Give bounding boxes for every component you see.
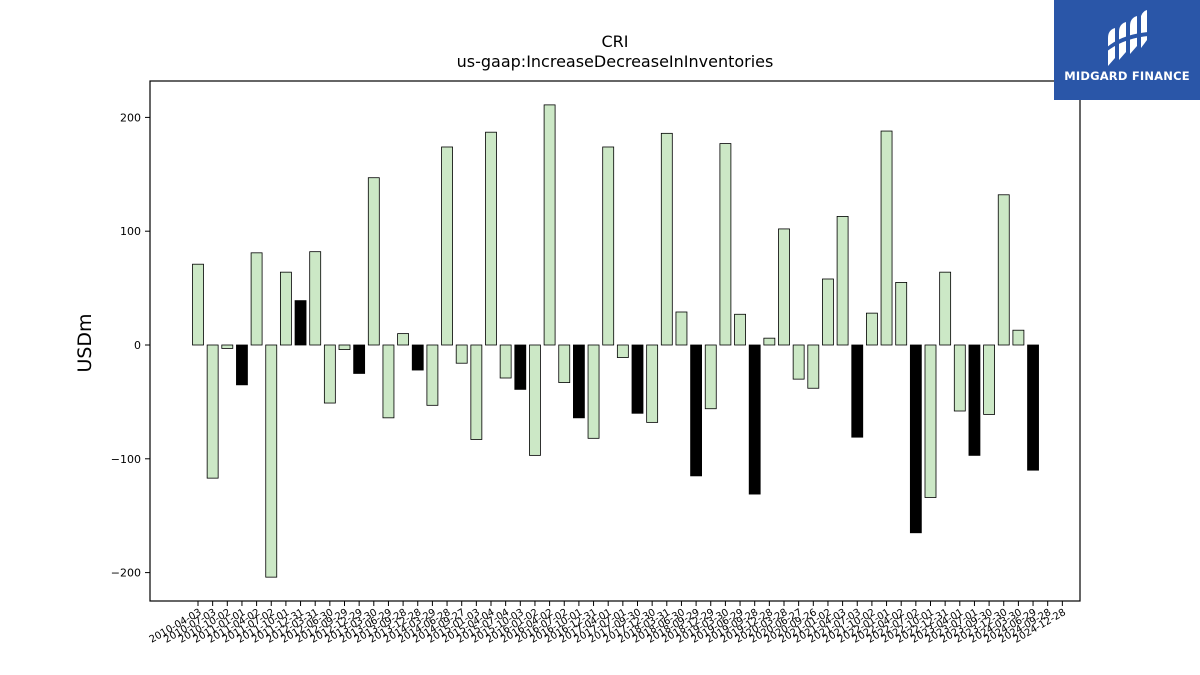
bar	[866, 312, 878, 346]
bar	[909, 344, 922, 534]
bar	[719, 143, 732, 346]
bar	[250, 252, 263, 346]
bar	[1027, 344, 1039, 471]
midgard-m-logo-icon	[1106, 10, 1149, 66]
bar	[734, 313, 746, 346]
chart-subtitle: us-gaap:IncreaseDecreaseInInventories	[456, 52, 774, 71]
bar	[294, 300, 307, 346]
bar	[455, 344, 468, 364]
bar	[631, 344, 644, 414]
bar	[763, 337, 776, 346]
bar	[353, 344, 366, 374]
y-axis-label: USDm	[74, 313, 96, 372]
bar	[895, 282, 908, 346]
brand-logo: MIDGARD FINANCE	[1054, 0, 1200, 100]
bar	[807, 344, 820, 389]
bar	[851, 344, 864, 438]
y-tick-label: −100	[111, 453, 141, 466]
bar	[690, 344, 702, 477]
bar	[367, 177, 380, 346]
bar	[558, 344, 571, 383]
bar	[279, 271, 292, 346]
y-tick-label: −200	[111, 567, 141, 580]
bar	[382, 344, 395, 419]
bar	[939, 271, 952, 346]
bar	[953, 344, 966, 412]
bar	[646, 344, 659, 423]
bar	[411, 344, 424, 371]
bar	[616, 344, 629, 358]
bar	[997, 194, 1010, 346]
bar	[543, 104, 556, 346]
bar	[924, 344, 937, 498]
bar	[704, 344, 717, 410]
y-tick-label: 100	[120, 225, 141, 238]
bar	[221, 344, 234, 349]
brand-name: MIDGARD FINANCE	[1064, 69, 1190, 83]
bar	[265, 344, 278, 578]
bar	[309, 251, 322, 346]
y-tick-label: 200	[120, 111, 141, 124]
bar	[426, 344, 439, 406]
bar	[499, 344, 512, 379]
bar	[880, 130, 893, 346]
bar	[573, 344, 585, 419]
bar	[822, 278, 834, 346]
bar	[236, 344, 248, 386]
bars-group	[192, 104, 1039, 578]
bar	[968, 344, 981, 456]
y-tick-label: 0	[134, 339, 141, 352]
bar	[983, 344, 995, 415]
bar	[529, 344, 541, 456]
bar	[778, 228, 790, 346]
bar	[587, 344, 600, 439]
bar	[441, 146, 453, 346]
bar	[206, 344, 219, 479]
chart-title: CRI	[601, 32, 629, 51]
bar	[338, 344, 351, 350]
bar	[397, 333, 410, 346]
bar	[1012, 329, 1025, 346]
bar	[323, 344, 336, 404]
bar	[660, 132, 673, 346]
bar	[836, 216, 849, 346]
bar	[748, 344, 761, 495]
bar	[792, 344, 805, 380]
bar	[675, 311, 688, 346]
bar	[602, 146, 615, 346]
plot-frame	[149, 80, 1081, 602]
bar	[514, 344, 527, 390]
bar	[192, 263, 204, 346]
bar	[485, 131, 497, 346]
bar	[470, 344, 483, 440]
